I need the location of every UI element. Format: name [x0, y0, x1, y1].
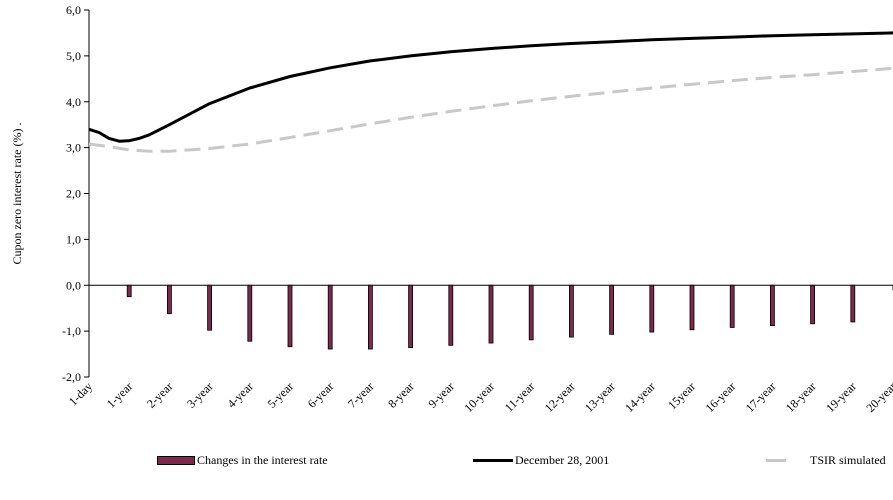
tsir-simulated-line	[88, 66, 893, 153]
x-tick-label: 14-year	[622, 379, 658, 415]
legend-item-december: December 28, 2001	[473, 452, 609, 468]
y-tick-label: 0,0	[66, 278, 81, 292]
x-tick-label: 3-year	[184, 379, 216, 411]
bar	[327, 284, 333, 350]
bar	[367, 284, 373, 350]
y-tick-label: 3,0	[66, 141, 81, 155]
x-tick-label: 1-year	[104, 379, 136, 411]
y-tick-label: 6,0	[66, 3, 81, 17]
bar	[207, 284, 213, 331]
bar	[247, 284, 253, 342]
x-tick-label: 20-year	[863, 379, 893, 415]
x-tick-label: 4-year	[224, 379, 256, 411]
legend-label-december: December 28, 2001	[515, 452, 610, 467]
bar	[287, 284, 293, 348]
bar	[689, 284, 695, 331]
bar	[850, 284, 856, 323]
x-tick-label: 7-year	[345, 379, 377, 411]
x-tick-label: 13-year	[582, 379, 618, 415]
y-tick-label: 2,0	[66, 187, 81, 201]
legend-item-tsir: TSIR simulated	[766, 452, 886, 468]
y-tick-label: -1,0	[62, 324, 81, 338]
x-tick-label: 19-year	[823, 379, 859, 415]
y-tick-label: 4,0	[66, 95, 81, 109]
bar	[488, 284, 494, 344]
legend-label-tsir: TSIR simulated	[810, 452, 886, 467]
legend-swatch-december	[473, 458, 513, 462]
legend-label-changes: Changes in the interest rate	[197, 452, 328, 467]
bar	[448, 284, 454, 346]
x-tick-label: 9-year	[425, 379, 457, 411]
bar	[528, 284, 534, 341]
bar	[609, 284, 614, 335]
bar	[729, 284, 735, 328]
x-tick-label: 18-year	[783, 379, 819, 415]
legend-swatch-changes	[157, 455, 195, 465]
x-tick-label: 6-year	[305, 379, 337, 411]
y-tick-label: -2,0	[62, 370, 81, 384]
bar	[166, 284, 172, 315]
x-tick-label: 2-year	[144, 379, 176, 411]
y-tick-label: 1,0	[66, 232, 81, 246]
x-tick-label: 5-year	[265, 379, 297, 411]
legend-swatch-tsir	[766, 458, 786, 462]
bar	[649, 284, 655, 333]
x-tick-label: 12-year	[542, 379, 578, 415]
x-tick-label: 8-year	[385, 379, 417, 411]
bar	[569, 284, 574, 338]
bar	[126, 284, 132, 298]
y-tick-label: 5,0	[66, 49, 81, 63]
x-tick-label: 10-year	[461, 379, 497, 415]
bar	[408, 284, 414, 349]
x-tick-label: 16-year	[703, 379, 739, 415]
y-axis-title: Cupon zero interest rate (%) .	[10, 123, 24, 265]
bar	[810, 284, 815, 325]
legend-item-changes: Changes in the interest rate	[157, 452, 328, 468]
x-tick-label: 15year	[665, 379, 698, 412]
x-tick-label: 17-year	[743, 379, 779, 415]
bar	[770, 284, 775, 327]
december-28-2001-line	[88, 31, 893, 143]
x-tick-label: 11-year	[502, 379, 537, 414]
